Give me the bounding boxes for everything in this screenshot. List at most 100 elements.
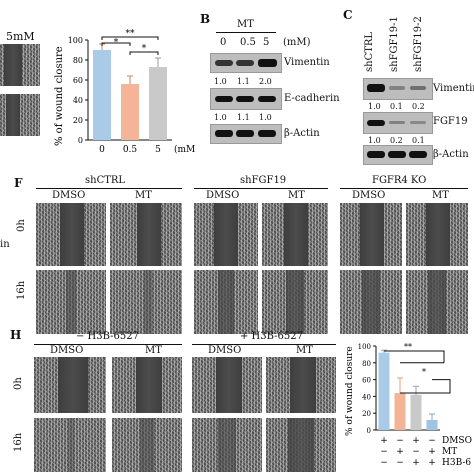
panel-f-cond-4: DMSO (352, 190, 386, 201)
wound-h-plus-dmso-0h (192, 357, 262, 413)
panel-h-group-0: − H3B-6527 (76, 331, 140, 342)
panel-f-letter: F (14, 176, 23, 190)
wound-f-shfgf19-dmso-0h (194, 203, 258, 266)
wound-image-a-top (0, 44, 40, 86)
wound-h-minus-dmso-0h (34, 357, 106, 413)
chart-a-xtick-label: 0.5 (123, 145, 138, 155)
panel-h-row-16h: 16h (13, 432, 24, 452)
chart-h-ylabel: % of wound closure (345, 346, 355, 436)
panel-f-cond-1: MT (135, 190, 152, 201)
chart-h-sig-bracket (400, 379, 451, 394)
chart-h-bar (378, 352, 390, 430)
panel-f-row-16h: 16h (16, 280, 27, 300)
panel-b-val-vimentin-0: 1.0 (214, 77, 227, 86)
panel-c-row-actin: β-Actin (433, 149, 469, 160)
chart-a-ylabel: % of wound closure (54, 46, 65, 146)
panel-c-val-vimentin-0: 1.0 (368, 102, 381, 111)
wound-h-minus-mt-16h (112, 418, 182, 472)
chart-h-ytick-label: 20 (362, 410, 371, 418)
panel-h-cond-0: DMSO (50, 345, 84, 356)
panel-f-group-1: shFGF19 (240, 175, 287, 186)
panel-c-row-fgf19: FGF19 (433, 116, 468, 127)
panel-f-cond-5: MT (432, 190, 449, 201)
chart-h-sign: + (412, 436, 420, 446)
wound-f-fgfr4ko-mt-0h (406, 203, 468, 266)
chart-h-sig-bracket (384, 350, 445, 363)
panel-b-blot-vimentin (210, 53, 282, 73)
wound-f-fgfr4ko-dmso-16h (340, 270, 402, 334)
panel-b-val-ecadherin-0: 1.0 (214, 113, 227, 122)
chart-a-sig-label: * (114, 38, 119, 48)
chart-h-sign: + (380, 436, 388, 446)
panel-f-cond-0: DMSO (52, 190, 86, 201)
panel-b-treatment-line (216, 32, 276, 33)
panel-h-letter: H (10, 328, 22, 342)
panel-c-blot-vimentin (363, 78, 433, 100)
chart-a-bar (149, 67, 167, 140)
panel-h-group-1: + H3B-6527 (240, 331, 304, 342)
chart-h-sign: + (428, 447, 436, 457)
panel-c-val-vimentin-2: 0.2 (412, 102, 425, 111)
panel-f-side-label: in (0, 239, 10, 250)
wound-h-plus-mt-16h (266, 418, 336, 472)
panel-f-group-0: shCTRL (85, 175, 126, 186)
chart-a-xtick-label: 0 (99, 145, 105, 155)
panel-h-cond-1: MT (145, 345, 162, 356)
panel-c-val-fgf19-2: 0.1 (412, 136, 425, 145)
chart-a-xunit: (mM) (174, 144, 196, 155)
panel-b-row-ecadherin: E-cadherin (284, 93, 340, 104)
chart-a-sig-bracket (101, 42, 131, 46)
chart-h-rowlabel: MT (442, 447, 457, 457)
chart-h-bar (410, 394, 422, 430)
panel-c-lane-2: shFGF19-2 (413, 16, 424, 72)
panel-h-group-0-line (34, 344, 182, 345)
panel-c-lane-1: shFGF19-1 (389, 16, 400, 72)
panel-c-lane-0: shCTRL (364, 31, 375, 72)
panel-b-dose-2: 5 (263, 37, 270, 48)
chart-a-ytick-label: 60 (73, 76, 83, 85)
panel-b-unit: (mM) (283, 37, 311, 48)
panel-h-group-1-line (192, 344, 336, 345)
wound-f-shfgf19-dmso-16h (194, 270, 258, 334)
panel-c-blot-actin (363, 145, 433, 165)
chart-a-ytick-label: 80 (73, 56, 83, 65)
panel-f-group-0-line (36, 188, 182, 189)
wound-image-a-bottom (0, 94, 40, 136)
chart-h-bar (426, 419, 438, 430)
panel-b-treatment: MT (237, 19, 254, 30)
chart-a-ytick-label: 40 (73, 96, 83, 105)
chart-a-sig-label: ** (126, 29, 136, 39)
wound-f-shctrl-mt-0h (110, 203, 182, 266)
chart-h-rowlabel: DMSO (442, 436, 472, 446)
chart-h-sign: − (428, 436, 436, 446)
panel-c-val-fgf19-1: 0.2 (390, 136, 403, 145)
chart-h-ytick-label: 0 (367, 427, 371, 435)
panel-b-blot-actin (210, 124, 282, 144)
panel-c-val-vimentin-1: 0.1 (390, 102, 403, 111)
panel-b-val-ecadherin-1: 1.1 (237, 113, 250, 122)
panel-b-blot-ecadherin (210, 88, 282, 110)
panel-h-row-0h: 0h (13, 377, 24, 390)
wound-f-shctrl-dmso-16h (36, 270, 106, 334)
chart-h-sign: − (412, 447, 420, 457)
panel-c-val-fgf19-0: 1.0 (368, 136, 381, 145)
panel-f-row-0h: 0h (16, 219, 27, 232)
wound-h-minus-mt-0h (112, 357, 182, 413)
panel-b-val-vimentin-1: 1.1 (237, 77, 250, 86)
chart-h-ytick-label: 60 (362, 377, 371, 385)
chart-a-bar (93, 50, 111, 140)
wound-h-minus-dmso-16h (34, 418, 106, 472)
wound-f-shfgf19-mt-0h (262, 203, 328, 266)
panel-f-cond-2: DMSO (206, 190, 240, 201)
panel-h-cond-2: DMSO (208, 345, 242, 356)
panel-f-cond-3: MT (288, 190, 305, 201)
panel-b-letter: B (200, 12, 211, 26)
chart-h-ytick-label: 40 (362, 393, 371, 401)
panel-f-group-1-line (194, 188, 328, 189)
chart-h-sign: − (380, 458, 388, 468)
chart-a-sig-bracket (101, 36, 159, 40)
chart-a-bar (121, 84, 139, 140)
wound-f-fgfr4ko-mt-16h (406, 270, 468, 334)
panel-b-val-vimentin-2: 2.0 (259, 77, 272, 86)
